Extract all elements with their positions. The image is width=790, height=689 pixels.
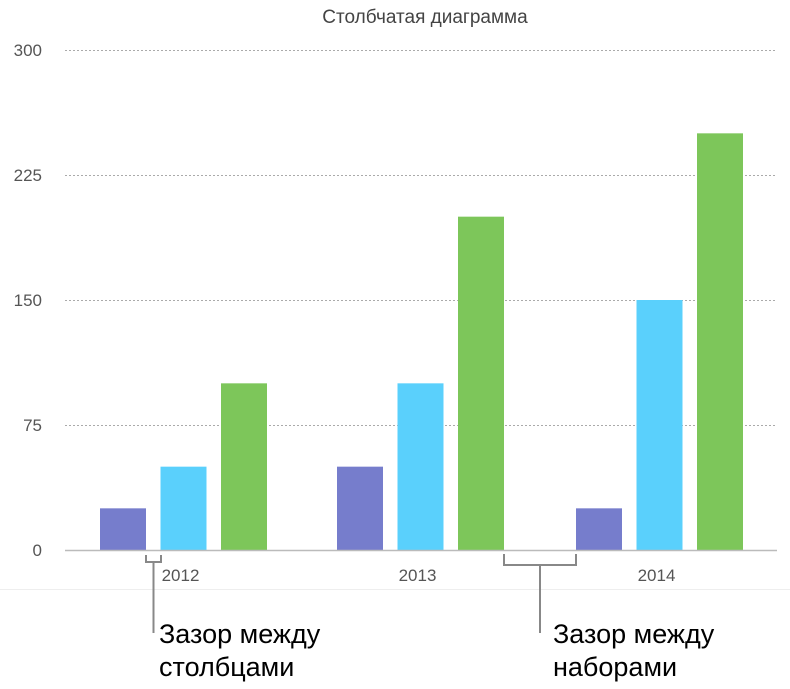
x-tick-label: 2013 <box>399 566 437 585</box>
bar-gap-label-line2: столбцами <box>159 652 294 682</box>
bar-2013-series-3 <box>458 216 504 550</box>
x-axis: 2012 2013 2014 <box>162 566 676 585</box>
x-tick-label: 2014 <box>638 566 676 585</box>
bar-gap-bracket <box>145 555 162 633</box>
bar-2012-series-3 <box>221 383 267 550</box>
y-tick-label: 150 <box>14 291 42 310</box>
bar-2014-series-2 <box>636 300 683 550</box>
y-tick-label: 300 <box>14 41 42 60</box>
set-gap-bracket <box>503 554 577 633</box>
y-tick-label: 75 <box>23 416 42 435</box>
set-gap-label-line1: Зазор между <box>553 619 715 649</box>
bar-2012-series-2 <box>160 466 207 550</box>
x-tick-label: 2012 <box>162 566 200 585</box>
set-gap-label-line2: наборами <box>553 652 677 682</box>
bar-2014-series-1 <box>576 508 622 550</box>
bar-2013-series-1 <box>337 466 383 550</box>
y-axis: 0 75 150 225 300 <box>14 41 42 560</box>
y-tick-label: 225 <box>14 166 42 185</box>
bar-2014-series-3 <box>697 133 743 551</box>
bar-2013-series-2 <box>397 383 444 550</box>
y-tick-label: 0 <box>33 541 42 560</box>
chart-title: Столбчатая диаграмма <box>322 7 528 28</box>
bar-2012-series-1 <box>100 508 146 550</box>
bar-gap-label-line1: Зазор между <box>159 619 321 649</box>
bars <box>100 133 743 551</box>
